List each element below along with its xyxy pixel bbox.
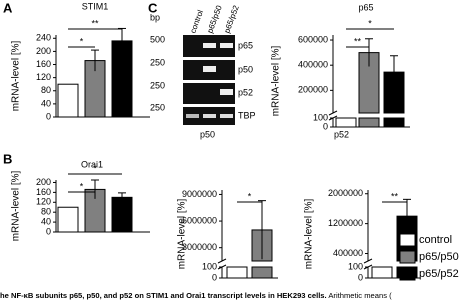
y-tick-label: 100 — [313, 112, 328, 122]
bar — [57, 206, 79, 233]
y-tick-label: 1200000 — [328, 218, 363, 228]
y-tick-label: 160 — [36, 59, 51, 69]
y-tick-label: 6000000 — [182, 215, 217, 225]
y-tick-label: 120 — [36, 72, 51, 82]
axis-break — [217, 258, 227, 264]
y-tick-label: 40 — [41, 98, 51, 108]
y-tick-label: 400000 — [298, 60, 328, 70]
below-label: p50 — [200, 129, 215, 139]
y-tick-label: 2000000 — [328, 188, 363, 198]
y-tick-label: 0 — [46, 226, 51, 236]
panel-label: B — [3, 151, 12, 166]
bp-marker: 250 — [150, 80, 165, 90]
bar — [111, 196, 133, 233]
y-axis-label: mRNA-level [%] — [304, 199, 315, 270]
significance-label: ** — [91, 18, 99, 28]
legend-swatch — [399, 267, 416, 281]
bp-marker: 500 — [150, 34, 165, 44]
below-label: p52 — [334, 129, 349, 139]
legend-label: control — [419, 234, 452, 246]
chart-title: STIM1 — [82, 1, 109, 11]
y-tick-label: 0 — [323, 121, 328, 131]
legend-label: p65/p50 — [419, 251, 459, 263]
axis-break — [328, 110, 338, 116]
y-tick-label: 0 — [212, 272, 217, 282]
caption: he NF-κB subunits p65, p50, and p52 on S… — [0, 291, 392, 300]
y-axis-label: mRNA-level [%] — [11, 171, 22, 242]
bar — [251, 266, 273, 279]
y-tick-label: 80 — [41, 207, 51, 217]
y-tick-label: 400000 — [333, 248, 363, 258]
y-tick-label: 3000000 — [182, 242, 217, 252]
lane-label: control — [188, 9, 205, 35]
bar — [226, 266, 248, 279]
panel-label: A — [3, 0, 13, 15]
y-tick-label: 160 — [36, 187, 51, 197]
chart-title: p65 — [358, 2, 373, 12]
row-label: p65 — [238, 40, 253, 50]
y-tick-label: 80 — [41, 85, 51, 95]
bar — [358, 117, 380, 128]
bp-marker: 250 — [150, 102, 165, 112]
y-tick-label: 200000 — [298, 85, 328, 95]
significance-label: * — [80, 36, 84, 46]
legend-label: p65/p52 — [419, 268, 459, 280]
y-axis-label: mRNA-level [%] — [271, 46, 282, 117]
significance-label: * — [368, 18, 372, 28]
bar — [383, 117, 405, 128]
significance-label: * — [93, 163, 97, 173]
panel-label: C — [148, 0, 158, 15]
gel — [183, 35, 235, 125]
bar — [57, 83, 79, 118]
significance-label: ** — [391, 191, 399, 201]
significance-label: * — [248, 191, 252, 201]
caption-bold: he NF-κB subunits p65, p50, and p52 on S… — [0, 291, 327, 300]
axis-break — [363, 258, 373, 264]
y-tick-label: 200 — [36, 177, 51, 187]
y-tick-label: 600000 — [298, 34, 328, 44]
row-label: TBP — [238, 110, 256, 120]
y-tick-label: 100 — [202, 261, 217, 271]
bp-marker: 250 — [150, 57, 165, 67]
bar — [335, 117, 357, 128]
y-tick-label: 100 — [348, 261, 363, 271]
y-tick-label: 40 — [41, 216, 51, 226]
y-tick-label: 200 — [36, 46, 51, 56]
y-tick-label: 0 — [358, 272, 363, 282]
caption-rest: Arithmetic means ( — [328, 291, 392, 300]
legend-swatch — [399, 233, 416, 247]
y-tick-label: 120 — [36, 197, 51, 207]
y-axis-label: mRNA-level [%] — [11, 41, 22, 112]
significance-label: * — [80, 181, 84, 191]
significance-label: ** — [354, 36, 362, 46]
y-tick-label: 9000000 — [182, 189, 217, 199]
row-label: p50 — [238, 64, 253, 74]
lane-label: p65/p50 — [205, 4, 224, 35]
y-tick-label: 240 — [36, 33, 51, 43]
y-axis-label: mRNA-level [%] — [177, 199, 188, 270]
legend-swatch — [399, 250, 416, 264]
row-label: p52 — [238, 87, 253, 97]
bp-label: bp — [150, 12, 160, 22]
bar — [371, 266, 393, 279]
chart-title: Orai1 — [81, 159, 103, 169]
lane-label: p65/p52 — [222, 4, 241, 35]
y-tick-label: 0 — [46, 111, 51, 121]
